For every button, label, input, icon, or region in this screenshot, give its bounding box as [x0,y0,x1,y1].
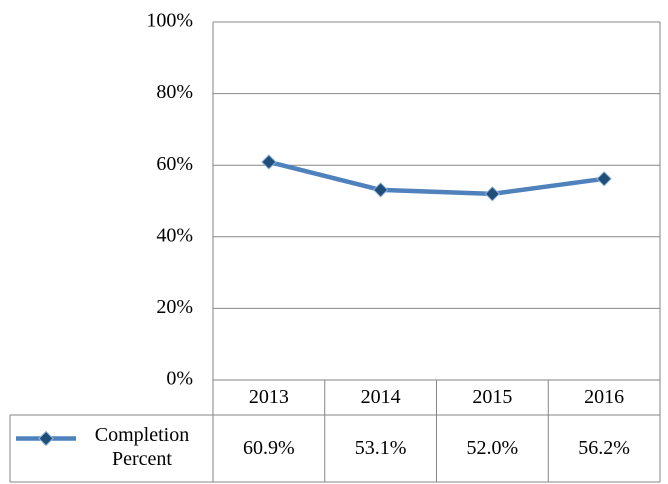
y-tick-label: 0% [166,368,193,390]
marker [484,186,501,202]
y-tick-label: 60% [156,153,193,175]
x-tick-label: 2014 [361,386,401,408]
marker [596,171,612,187]
legend-label: Completion Percent [94,424,190,470]
x-tick-label: 2015 [472,386,512,408]
marker [261,154,277,170]
marker [372,182,389,198]
series-line [268,159,605,197]
y-tick-label: 80% [156,81,193,103]
x-tick-label: 2013 [249,386,289,408]
y-tick-label: 100% [146,10,193,32]
table-value: 56.2% [578,437,630,459]
y-tick-label: 40% [156,224,193,246]
legend-marker [38,430,54,447]
table-value: 53.1% [355,437,407,459]
table-value: 60.9% [243,437,295,459]
y-tick-label: 20% [156,296,193,318]
x-tick-label: 2016 [584,386,624,408]
table-value: 52.0% [467,437,519,459]
legend-box: Completion Percent [94,424,190,470]
